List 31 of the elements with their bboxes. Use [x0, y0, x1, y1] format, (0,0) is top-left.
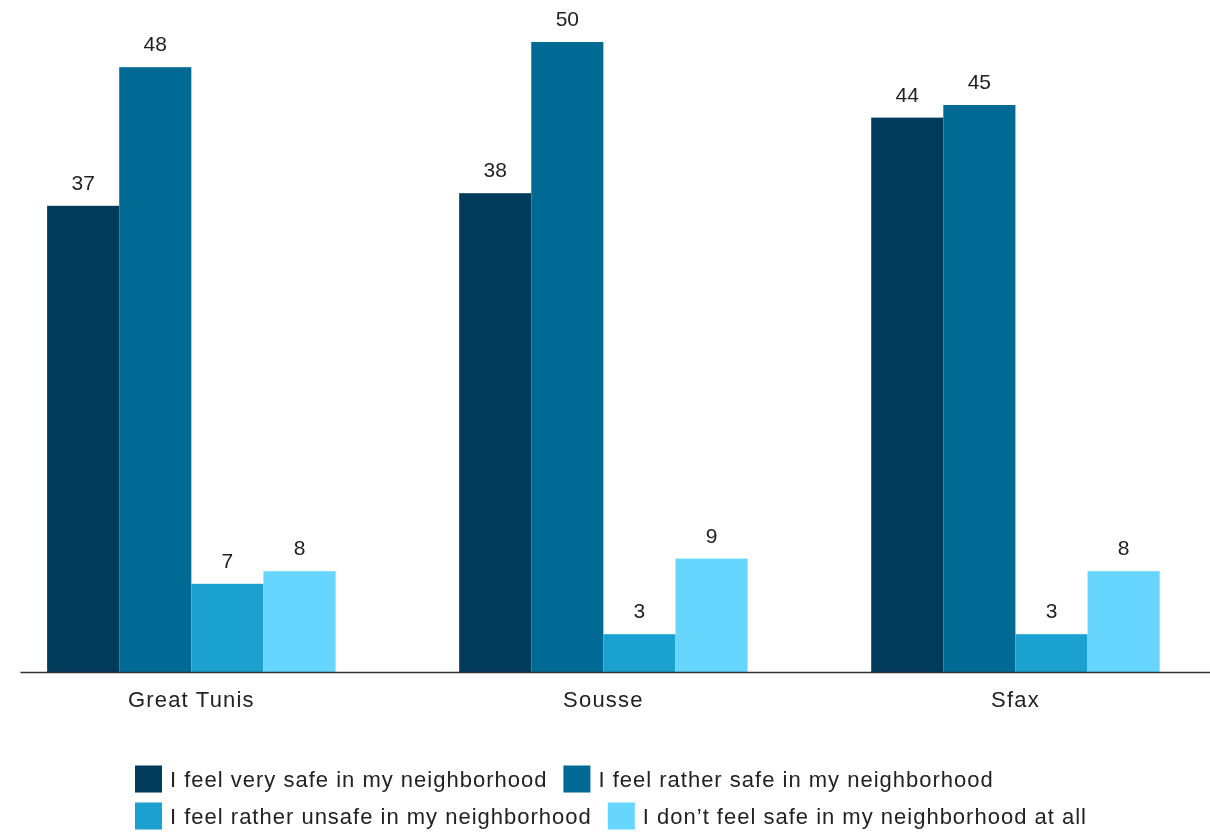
- x-tick-label: Great Tunis: [127, 686, 255, 712]
- data-label: 50: [555, 7, 580, 30]
- data-label: 37: [71, 170, 95, 194]
- data-label: 7: [221, 548, 234, 572]
- bar: [871, 117, 944, 672]
- data-label: 3: [633, 599, 646, 623]
- bar: [191, 583, 264, 672]
- bar: [531, 42, 604, 672]
- bar: [1087, 571, 1160, 672]
- data-label: 3: [1045, 599, 1058, 623]
- data-label: 45: [967, 70, 992, 93]
- data-label: 9: [705, 523, 718, 547]
- legend-label: I feel rather safe in my neighborhood: [598, 766, 994, 792]
- bar: [263, 571, 336, 672]
- bar: [675, 558, 748, 672]
- legend-label: I feel rather unsafe in my neighborhood: [170, 803, 592, 829]
- data-label: 8: [293, 536, 306, 560]
- legend-label: I don’t feel safe in my neighborhood at all: [642, 803, 1087, 829]
- x-tick-label: Sousse: [563, 686, 644, 712]
- bar: [459, 193, 532, 672]
- x-tick-label: Sfax: [991, 686, 1040, 712]
- bar: [603, 634, 676, 672]
- bar: [1015, 634, 1088, 672]
- legend-label: I feel very safe in my neighborhood: [170, 766, 548, 792]
- data-label: 48: [143, 32, 167, 56]
- data-label: 8: [1117, 536, 1130, 560]
- data-label: 44: [895, 82, 920, 106]
- bar: [47, 205, 120, 672]
- data-label: 38: [483, 158, 507, 182]
- bar: [119, 67, 192, 672]
- bar: [943, 105, 1016, 672]
